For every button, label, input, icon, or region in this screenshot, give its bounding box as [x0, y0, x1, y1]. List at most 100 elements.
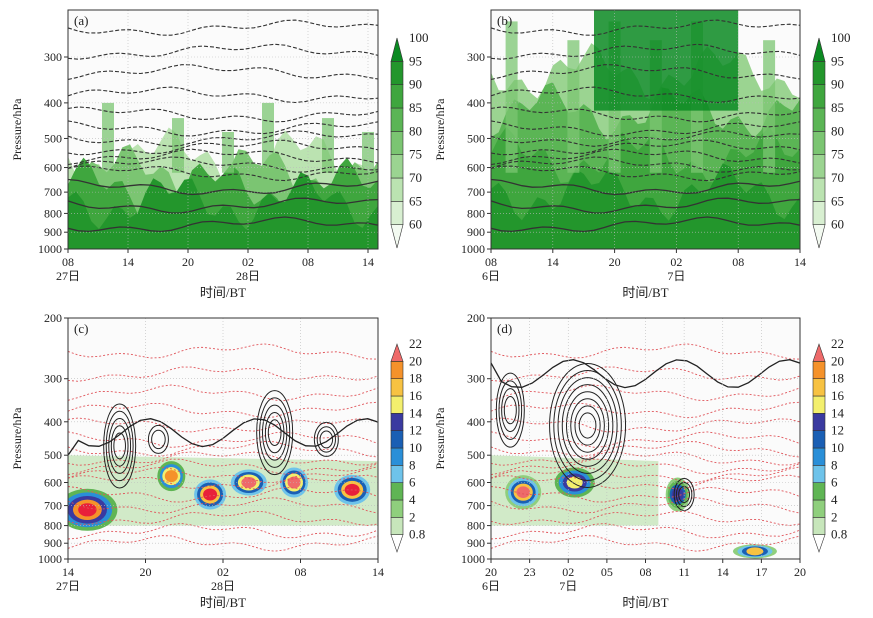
y-tick-label: 900 [44, 225, 62, 239]
colorbar-cell-bottom [390, 224, 404, 249]
y-tick-label: 700 [467, 185, 485, 199]
y-tick-label: 1000 [38, 552, 62, 566]
y-tick-label: 700 [44, 185, 62, 199]
y-tick-label: 700 [467, 499, 485, 513]
isotherm-contour [68, 19, 378, 36]
black-contour [319, 430, 334, 449]
colorbar-label: 80 [831, 123, 844, 138]
colorbar-label: 20 [831, 353, 844, 368]
x-tick-label: 14 [62, 565, 74, 579]
colorbar-cell [812, 482, 826, 501]
black-contour [103, 403, 137, 489]
colorbar-cell [390, 430, 404, 449]
x-tick-label: 20 [794, 565, 806, 579]
isotherm-contour [491, 19, 800, 36]
isotherm-contour [491, 178, 800, 196]
colorbar-label: 95 [831, 53, 844, 68]
precip-shading-cell [287, 476, 301, 489]
colorbar-cell [390, 517, 404, 535]
colorbar-cell [390, 395, 404, 414]
colorbar-label: 60 [409, 217, 422, 232]
y-tick-label: 400 [44, 96, 62, 110]
x-tick-sublabel: 28日 [236, 269, 260, 283]
isotherm-contour [68, 130, 378, 147]
colorbar-label: 6 [409, 475, 416, 490]
x-tick-label: 20 [140, 565, 152, 579]
rh-moist-column [362, 131, 374, 173]
y-tick-label: 500 [44, 448, 62, 462]
colorbar-label: 95 [409, 53, 422, 68]
black-contour [151, 429, 166, 450]
isotherm-contour [68, 120, 378, 137]
y-tick-label: 600 [44, 161, 62, 175]
colorbar-label: 2 [409, 509, 416, 524]
x-tick-label: 02 [670, 255, 682, 269]
colorbar-cell [812, 465, 826, 483]
precip-shading-cell [203, 488, 218, 501]
isotherm-contour [68, 343, 378, 360]
panel-a: (a) 300 400 500 600 700 800 900 1000 Pressure/hPa… [10, 9, 379, 300]
precip-shading-cell [671, 487, 684, 501]
black-contour [566, 391, 610, 460]
precip-shading-cell [164, 470, 178, 483]
rh-moist-column [505, 21, 518, 173]
colorbar-label: 0.8 [831, 527, 847, 542]
y-tick-label: 1000 [461, 242, 485, 256]
y-tick-label: 800 [467, 519, 485, 533]
y-tick-label: 800 [467, 206, 485, 220]
x-tick-label: 08 [302, 255, 314, 269]
panel-label: (d) [497, 321, 512, 336]
colorbar-label: 22 [831, 336, 844, 351]
y-axis-label: Pressure/hPa [10, 98, 24, 161]
colorbar-cell [390, 447, 404, 466]
y-tick-label: 300 [44, 50, 62, 64]
x-tick-label: 08 [732, 255, 744, 269]
black-contour [105, 410, 134, 482]
y-tick-label: 900 [467, 536, 485, 550]
rh-moist-column [763, 40, 776, 173]
black-contour [557, 377, 618, 474]
colorbar-cell [390, 107, 404, 132]
isotherm-contour [491, 474, 800, 490]
colorbar-bottom-right: 0.8 2 4 6 8 10 12 14 16 18 20 22 [812, 336, 847, 553]
x-tick-label: 14 [547, 255, 559, 269]
isotherm-contour [68, 165, 378, 182]
x-tick-label: 08 [485, 255, 497, 269]
black-contour [495, 372, 525, 448]
isotherm-contour [491, 165, 800, 182]
isotherm-contour [491, 466, 800, 483]
colorbar-label: 14 [409, 405, 423, 420]
x-tick-label: 08 [62, 255, 74, 269]
colorbar-cell [812, 430, 826, 449]
colorbar-cell-top [390, 37, 404, 62]
colorbar-cell [390, 84, 404, 109]
colorbar-label: 65 [409, 193, 422, 208]
colorbar-cell [812, 154, 826, 179]
colorbar-label: 100 [831, 30, 851, 45]
isotherm-contour [491, 156, 800, 173]
plot-area [491, 10, 800, 249]
rh-moist-column [102, 102, 114, 173]
isotherm-contour [491, 343, 800, 360]
colorbar-cell [390, 499, 404, 518]
colorbar-cell [390, 61, 404, 85]
y-tick-label: 300 [44, 372, 62, 386]
isotherm-contour [491, 384, 800, 402]
colorbar-label: 60 [831, 217, 844, 232]
colorbar-cell [812, 413, 826, 431]
black-contour [553, 370, 622, 481]
y-tick-label: 200 [44, 311, 62, 325]
isotherm-contour [491, 523, 800, 540]
black-contour [256, 390, 294, 476]
black-contour [316, 426, 336, 453]
x-tick-label: 20 [485, 565, 497, 579]
isotherm-contour [68, 216, 378, 233]
colorbar-cell [390, 201, 404, 225]
colorbar-cell [812, 395, 826, 414]
x-axis-label: 时间/BT [622, 285, 668, 300]
isotherm-contour [491, 139, 800, 156]
x-tick-label: 11 [678, 565, 690, 579]
black-contour [147, 424, 169, 454]
colorbar-label: 18 [409, 371, 422, 386]
